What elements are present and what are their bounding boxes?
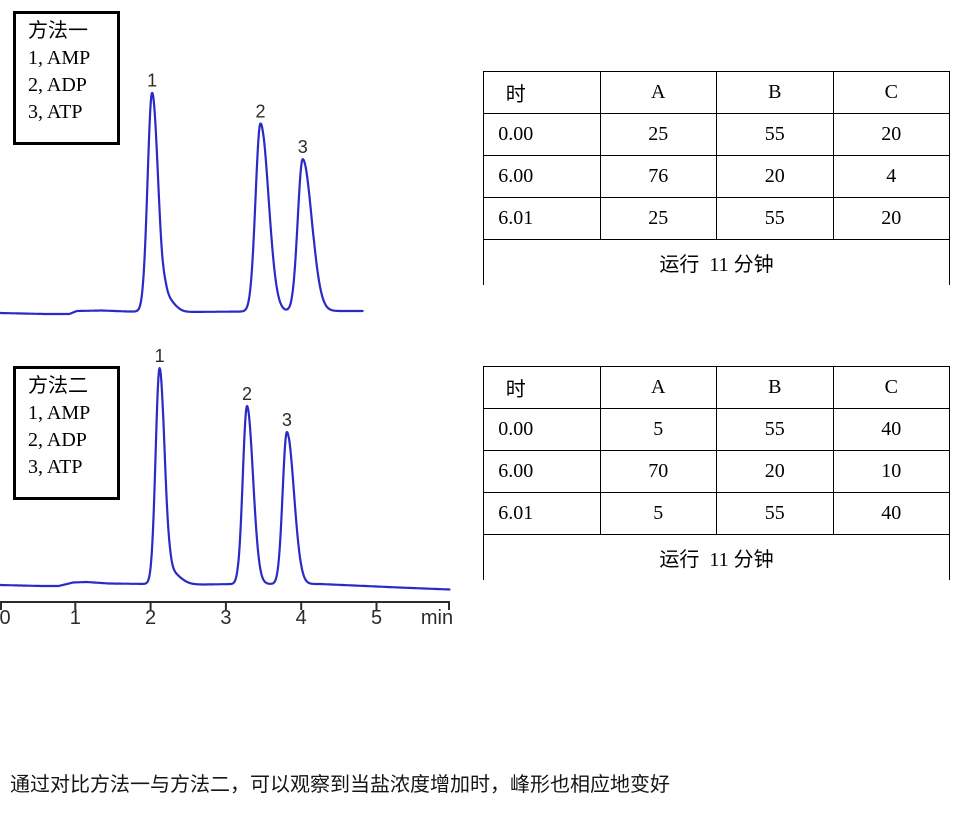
cell: 5	[599, 408, 717, 451]
table-footer-cell: 运行 11 分钟	[483, 239, 950, 285]
peak-label-ATP: 3	[282, 410, 292, 430]
cell: 40	[832, 408, 950, 451]
cell: 6.01	[483, 492, 601, 535]
cell: 6.00	[483, 155, 601, 198]
table-footer-row: 运行 11 分钟	[483, 239, 950, 285]
axis-tick-label: 5	[371, 607, 382, 629]
cell: 70	[599, 450, 717, 493]
table-row: 6.00 70 20 10	[483, 450, 950, 493]
table-footer-row: 运行 11 分钟	[483, 534, 950, 580]
legend-title: 方法二	[28, 375, 88, 397]
table-row: 6.00 76 20 4	[483, 155, 950, 198]
chromatogram-method2-plot: 1 2 3 0 1 2 3 4 5 min	[0, 346, 453, 629]
cell: 6.01	[483, 197, 601, 240]
legend-item: 3, ATP	[28, 101, 83, 123]
legend-item: 1, AMP	[28, 402, 91, 424]
cell: 25	[599, 197, 717, 240]
header-cell: C	[832, 71, 950, 114]
cell: 55	[716, 492, 834, 535]
table-row: 6.01 25 55 20	[483, 197, 950, 240]
cell: 20	[832, 113, 950, 156]
cell: 20	[716, 450, 834, 493]
cell: 20	[832, 197, 950, 240]
chromatogram-method1-plot: 1 2 3	[0, 71, 364, 316]
legend-item: 2, ADP	[28, 74, 87, 96]
cell: 20	[716, 155, 834, 198]
axis-tick-label: 2	[145, 607, 156, 629]
header-cell: 时	[483, 366, 601, 409]
signal-trace	[0, 91, 364, 316]
cell: 76	[599, 155, 717, 198]
legend-item: 2, ADP	[28, 429, 87, 451]
peak-label-ATP: 3	[298, 137, 308, 157]
legend-title: 方法一	[28, 20, 88, 42]
cell: 5	[599, 492, 717, 535]
cell: 4	[832, 155, 950, 198]
caption-text: 通过对比方法一与方法二，可以观察到当盐浓度增加时，峰形也相应地变好	[10, 774, 670, 796]
axis-tick-label: 1	[70, 607, 81, 629]
header-cell: A	[599, 71, 717, 114]
peak-label-ADP: 2	[242, 384, 252, 404]
header-cell: B	[716, 366, 834, 409]
table-footer-cell: 运行 11 分钟	[483, 534, 950, 580]
cell: 25	[599, 113, 717, 156]
header-cell: A	[599, 366, 717, 409]
cell: 40	[832, 492, 950, 535]
axis-unit-label: min	[421, 607, 453, 629]
header-cell: B	[716, 71, 834, 114]
cell: 0.00	[483, 408, 601, 451]
table-row: 6.01 5 55 40	[483, 492, 950, 535]
axis-tick-label: 4	[296, 607, 307, 629]
method2-legend-box: 方法二 1, AMP 2, ADP 3, ATP	[13, 366, 120, 500]
table-row: 0.00 5 55 40	[483, 408, 950, 451]
gradient-table-method2: 时 A B C 0.00 5 55 40 6.00 70 20 10 6.01 5 55 40 运行 11 分钟	[483, 366, 950, 580]
cell: 55	[716, 197, 834, 240]
legend-item: 1, AMP	[28, 47, 91, 69]
header-cell: C	[832, 366, 950, 409]
gradient-table: 时 A B C 0.00 5 55 40 6.00 70 20 10 6.01 5 55 40 运行 11 分钟	[483, 366, 950, 580]
table-row: 0.00 25 55 20	[483, 113, 950, 156]
method1-legend-box: 方法一 1, AMP 2, ADP 3, ATP	[13, 11, 120, 145]
peak-label-AMP: 1	[155, 346, 165, 366]
cell: 0.00	[483, 113, 601, 156]
signal-trace	[0, 366, 451, 591]
gradient-table: 时 A B C 0.00 25 55 20 6.00 76 20 4 6.01 25 55 20 运行 11 分…	[483, 71, 950, 285]
legend-item: 3, ATP	[28, 456, 83, 478]
cell: 10	[832, 450, 950, 493]
axis-tick-label: 3	[220, 607, 231, 629]
cell: 6.00	[483, 450, 601, 493]
peak-label-AMP: 1	[147, 71, 157, 91]
axis-tick-label: 0	[0, 607, 11, 629]
cell: 55	[716, 113, 834, 156]
header-cell: 时	[483, 71, 601, 114]
peak-label-ADP: 2	[255, 101, 265, 121]
cell: 55	[716, 408, 834, 451]
gradient-table-method1: 时 A B C 0.00 25 55 20 6.00 76 20 4 6.01 25 55 20 运行 11 分…	[483, 71, 950, 285]
